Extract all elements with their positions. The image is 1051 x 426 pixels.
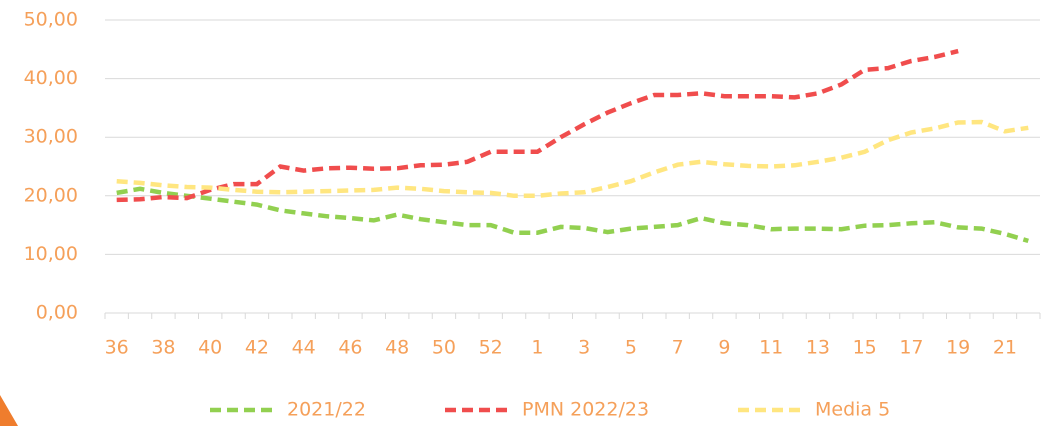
- x-tick-label: 46: [338, 337, 362, 359]
- x-tick-label: 21: [993, 337, 1017, 359]
- y-tick-label: 50,00: [24, 9, 78, 31]
- x-tick-label: 52: [479, 337, 503, 359]
- x-tick-label: 17: [899, 337, 923, 359]
- x-tick-label: 1: [531, 337, 543, 359]
- x-tick-label: 3: [578, 337, 590, 359]
- x-tick-label: 38: [151, 337, 175, 359]
- series-line: [116, 48, 959, 203]
- y-tick-label: 40,00: [24, 67, 78, 89]
- series-line: [116, 119, 1029, 199]
- y-tick-label: 0,00: [36, 302, 78, 324]
- y-tick-label: 30,00: [24, 126, 78, 148]
- x-tick-label: 7: [672, 337, 684, 359]
- x-tick-label: 11: [759, 337, 783, 359]
- legend-label: Media 5: [815, 399, 890, 421]
- y-tick-label: 10,00: [24, 243, 78, 265]
- x-tick-label: 36: [105, 337, 129, 359]
- x-tick-label: 48: [385, 337, 409, 359]
- x-tick-label: 19: [946, 337, 970, 359]
- x-tick-label: 44: [292, 337, 316, 359]
- x-tick-label: 40: [198, 337, 222, 359]
- x-tick-label: 15: [853, 337, 877, 359]
- legend-label: 2021/22: [287, 399, 366, 421]
- y-tick-label: 20,00: [24, 184, 78, 206]
- x-tick-label: 42: [245, 337, 269, 359]
- series-line: [116, 186, 1029, 244]
- legend-label: PMN 2022/23: [522, 399, 649, 421]
- x-tick-label: 50: [432, 337, 456, 359]
- x-tick-label: 9: [718, 337, 730, 359]
- x-tick-label: 13: [806, 337, 830, 359]
- x-tick-label: 5: [625, 337, 637, 359]
- corner-decoration: [0, 395, 18, 426]
